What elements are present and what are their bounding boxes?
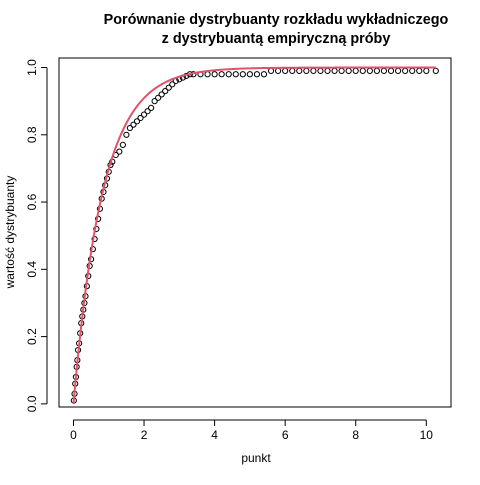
chart-title: Porównanie dystrybuanty rozkładu wykładn…: [104, 12, 449, 28]
chart-subtitle: z dystrybuantą empiryczną próby: [162, 31, 391, 47]
y-tick-label: 0.6: [25, 193, 39, 210]
y-tick-label: 0.8: [25, 126, 39, 143]
x-tick-label: 4: [211, 428, 218, 442]
data-point: [260, 71, 268, 78]
data-point: [165, 84, 172, 91]
data-point: [137, 114, 144, 122]
data-point: [133, 118, 141, 125]
data-point: [158, 91, 165, 98]
y-tick-label: 0.0: [25, 395, 39, 412]
x-tick-label: 2: [141, 428, 148, 442]
data-point: [232, 71, 239, 78]
theoretical-cdf-curve: [72, 66, 436, 404]
theoretical-cdf-line: [72, 66, 436, 404]
data-point: [218, 71, 225, 78]
x-axis: 0 2 4 6 8 10: [70, 419, 434, 442]
y-axis-label: wartość dystrybuanty: [3, 176, 17, 290]
data-point: [119, 141, 126, 148]
data-point: [211, 71, 218, 78]
x-tick-label: 8: [352, 428, 359, 442]
data-point: [169, 81, 176, 88]
y-tick-label: 0.4: [25, 261, 39, 278]
data-point: [116, 148, 123, 155]
y-axis: 0.0 0.2 0.4 0.6 0.8 1.0: [25, 59, 48, 412]
data-point: [225, 71, 232, 78]
y-tick-label: 0.2: [25, 328, 39, 345]
data-point: [155, 94, 162, 101]
x-axis-label: punkt: [241, 451, 271, 465]
x-tick-label: 6: [282, 428, 289, 442]
data-point: [140, 111, 148, 118]
y-tick-label: 1.0: [25, 59, 39, 76]
data-point: [151, 98, 158, 105]
data-point: [162, 87, 169, 95]
data-point: [147, 104, 155, 111]
data-point: [253, 71, 261, 78]
data-point: [246, 71, 253, 78]
data-point: [123, 131, 130, 138]
plot-frame: [58, 57, 452, 408]
data-point: [144, 108, 151, 115]
x-tick-label: 10: [420, 428, 434, 442]
data-point: [239, 71, 246, 78]
data-point: [130, 121, 137, 128]
data-point: [126, 124, 134, 132]
x-tick-label: 0: [70, 428, 77, 442]
